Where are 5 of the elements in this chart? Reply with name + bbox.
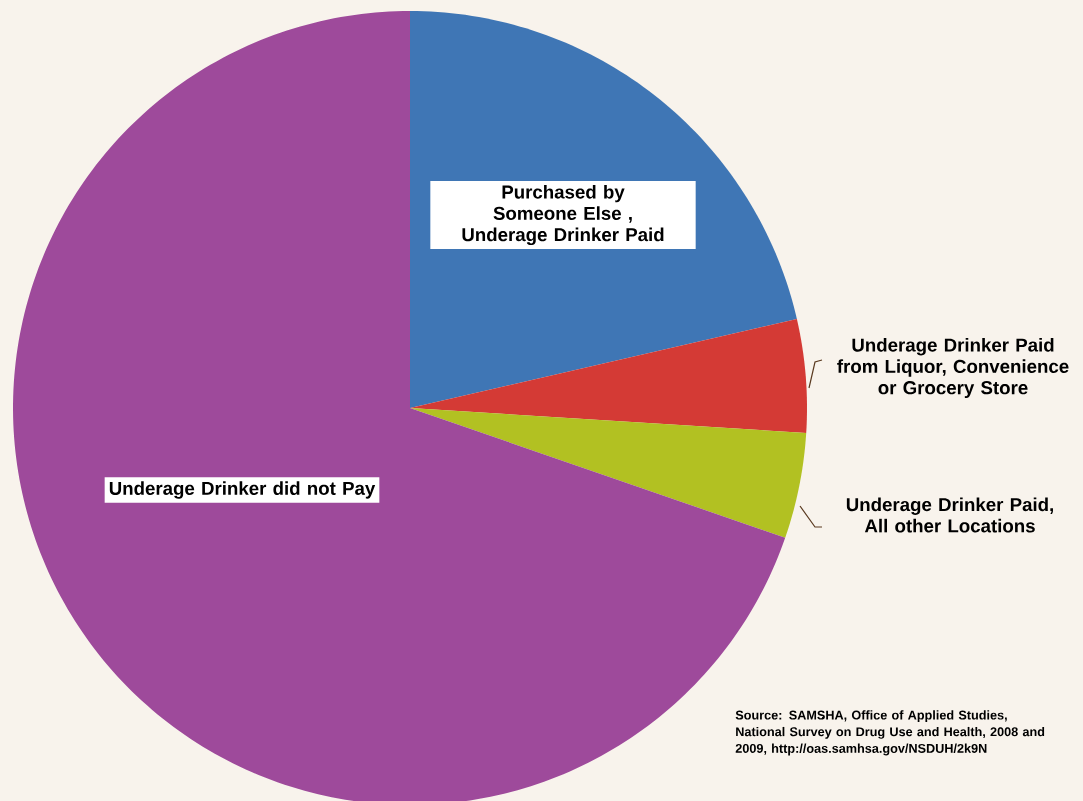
- slice-label: Purchased by Someone Else , Underage Drinker Paid: [462, 184, 664, 246]
- slice-label: Underage Drinker did not Pay: [109, 481, 376, 499]
- slice-label: Underage Drinker Paid, All other Locations: [846, 497, 1053, 533]
- source-note: Source: SAMSHA, Office of Applied Studies, National Survey on Drug Use and Health, 2008 and 2009, http://oas.samhsa.gov/NSDUH/2k9N: [735, 710, 1045, 756]
- slice-label: Underage Drinker Paid from Liquor, Convenience or Grocery Store: [837, 337, 1069, 399]
